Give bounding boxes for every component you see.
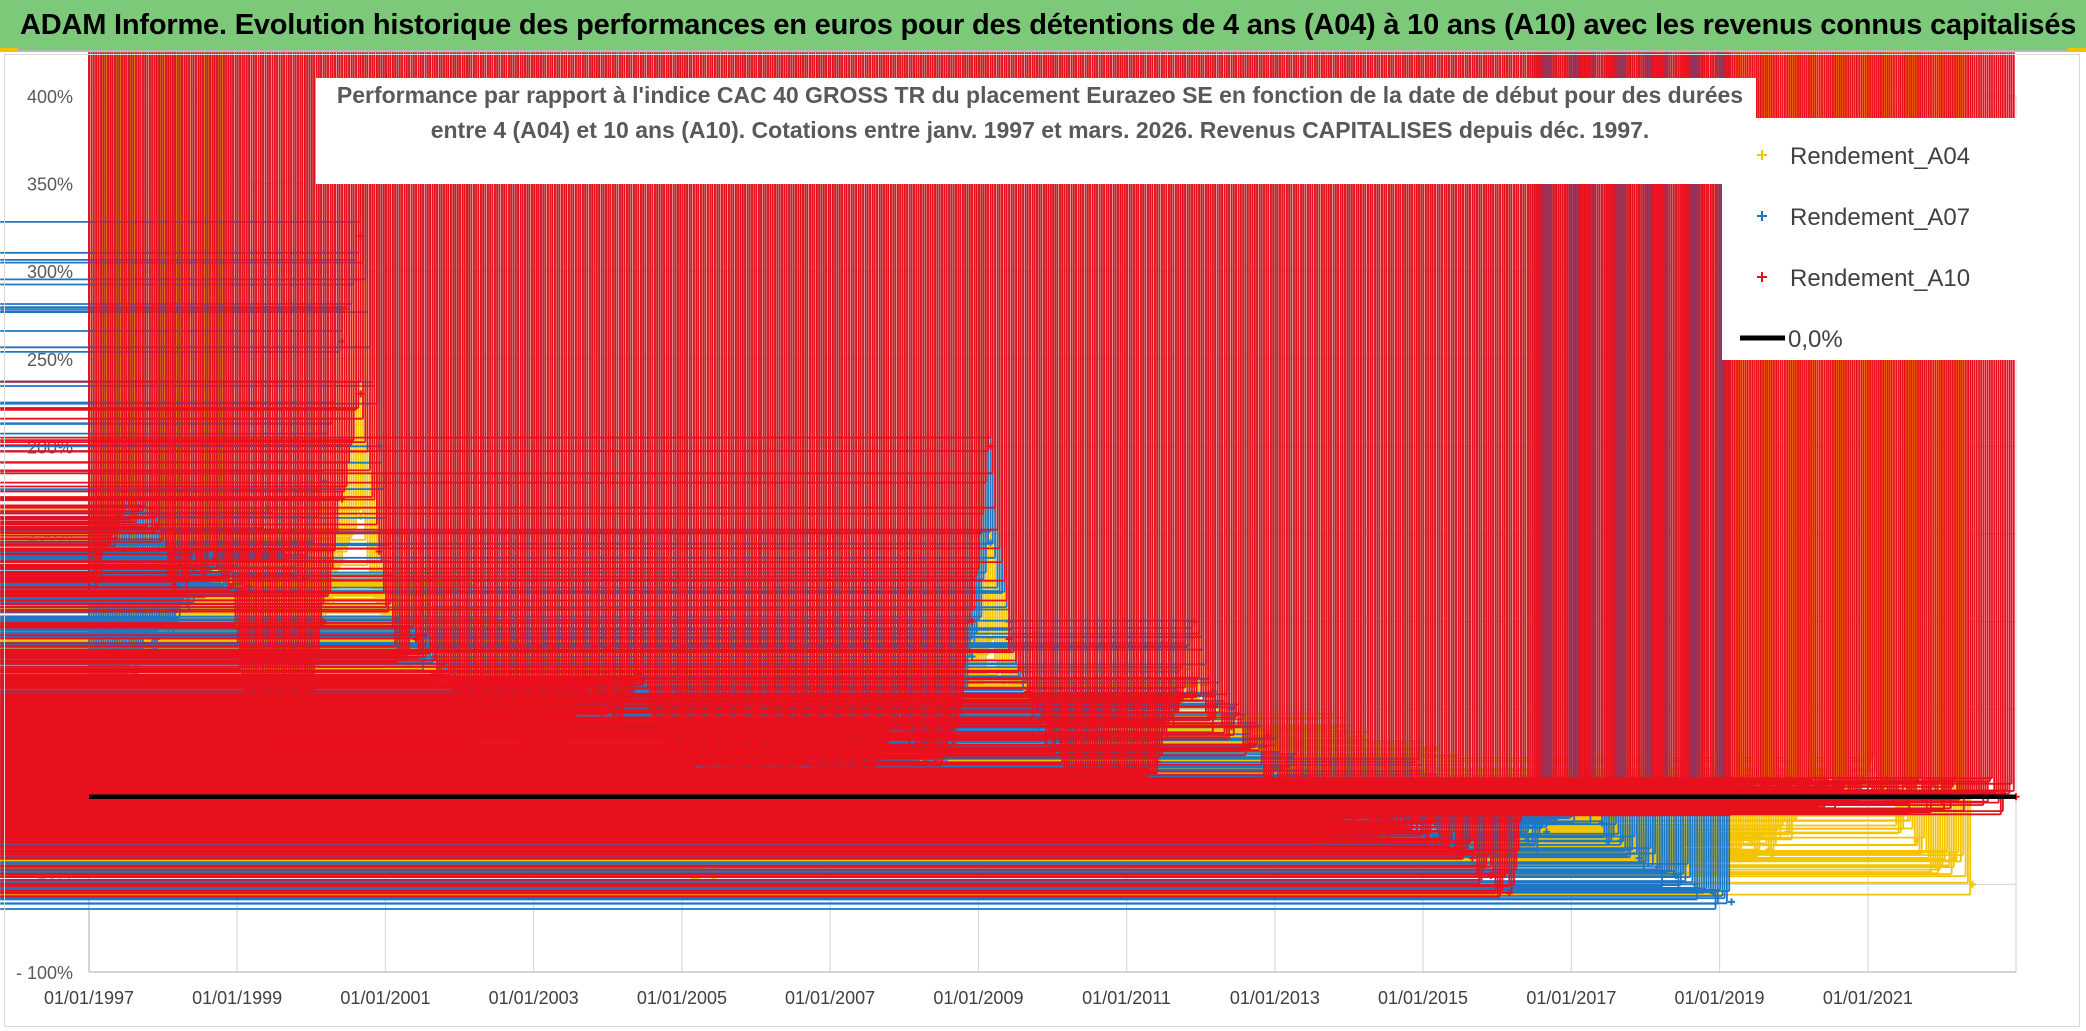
- x-tick-label: 01/01/2011: [1082, 988, 1171, 1008]
- corner-accent-left: [0, 48, 18, 52]
- x-tick-label: 01/01/1999: [192, 988, 282, 1008]
- data-point: [1728, 898, 1735, 906]
- x-tick-label: 01/01/2007: [785, 988, 875, 1008]
- chart-title: Performance par rapport à l'indice CAC 4…: [316, 78, 1756, 184]
- x-tick-label: 01/01/2009: [933, 988, 1023, 1008]
- x-tick-label: 01/01/2021: [1823, 988, 1913, 1008]
- y-tick-label: 250%: [27, 350, 73, 370]
- legend-swatch-marker: [1757, 150, 1767, 160]
- x-tick-label: 01/01/1997: [44, 988, 134, 1008]
- legend: Rendement_A04 Rendement_A07 Rendement_A10 0…: [1722, 118, 2022, 360]
- x-tick-label: 01/01/2005: [637, 988, 727, 1008]
- chart-title-line2: entre 4 (A04) et 10 ans (A10). Cotations…: [431, 117, 1650, 143]
- legend-item: Rendement_A07: [1757, 204, 1970, 231]
- corner-accent-right: [2068, 48, 2086, 52]
- legend-item: Rendement_A04: [1757, 143, 1970, 170]
- x-tick-label: 01/01/2003: [489, 988, 579, 1008]
- x-tick-label: 01/01/2001: [340, 988, 430, 1008]
- y-tick-label: 400%: [27, 87, 73, 107]
- legend-label: Rendement_A10: [1790, 265, 1970, 292]
- chart-area: 400%350%300%250%200%150%100%50%0%-50%- 1…: [0, 52, 2022, 1008]
- legend-label: Rendement_A04: [1790, 143, 1970, 170]
- x-tick-label: 01/01/2015: [1378, 988, 1468, 1008]
- legend-label: 0,0%: [1788, 326, 1843, 353]
- title-banner: ADAM Informe. Evolution historique des p…: [0, 0, 2086, 52]
- y-tick-label: 300%: [27, 262, 73, 282]
- legend-item: 0,0%: [1740, 326, 1843, 353]
- legend-swatch-marker: [1757, 211, 1767, 221]
- y-tick-label: - 100%: [16, 963, 73, 983]
- x-tick-label: 01/01/2013: [1230, 988, 1320, 1008]
- chart-title-line1: Performance par rapport à l'indice CAC 4…: [337, 82, 1743, 108]
- legend-item: Rendement_A10: [1757, 265, 1970, 292]
- y-tick-label: 350%: [27, 175, 73, 195]
- data-point: [1468, 854, 1476, 862]
- x-tick-label: 01/01/2019: [1674, 988, 1764, 1008]
- banner-title: ADAM Informe. Evolution historique des p…: [20, 9, 2077, 41]
- x-tick-label: 01/01/2017: [1526, 988, 1616, 1008]
- legend-box: [1722, 118, 2022, 360]
- legend-swatch-marker: [1757, 272, 1767, 282]
- legend-label: Rendement_A07: [1790, 204, 1970, 231]
